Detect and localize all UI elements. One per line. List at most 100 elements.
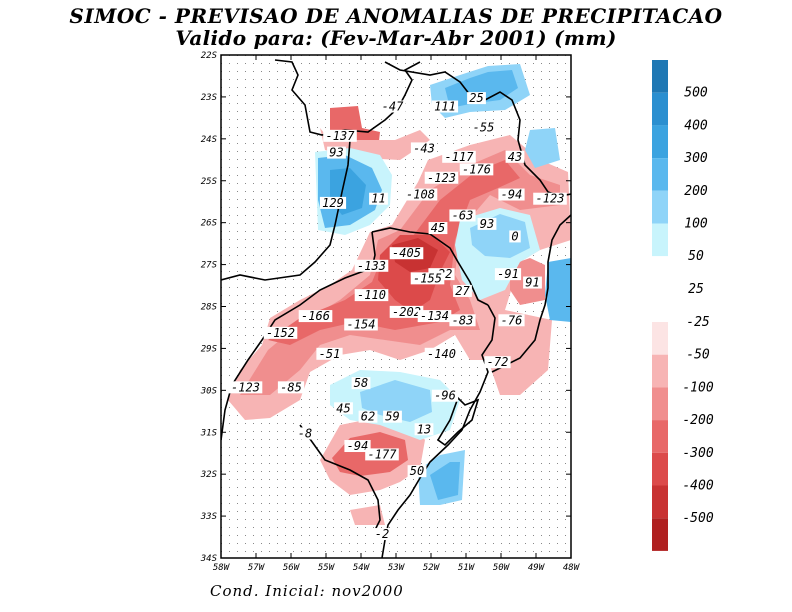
value-label: 27	[453, 284, 472, 298]
axis-ticks	[220, 54, 572, 559]
value-label-bg	[523, 276, 542, 289]
value-label: -76	[498, 313, 525, 327]
value-label: 93	[327, 146, 346, 160]
colorbar-label: -50	[686, 348, 710, 363]
value-label: -2	[372, 527, 392, 541]
colorbar: 500 400 300 200 100 50 25 -25 -50 -100 -200 -300 -40…	[652, 60, 714, 551]
value-label: 59	[383, 410, 402, 424]
value-label-bg	[494, 268, 522, 281]
value-label-bg	[358, 410, 378, 423]
value-label: -155	[410, 271, 445, 285]
value-label: -405	[389, 246, 424, 260]
value-label: 0	[509, 229, 521, 243]
lon-label: 53W	[388, 563, 406, 573]
lat-label: 29S	[201, 344, 218, 354]
lon-label: 49W	[528, 563, 546, 573]
colorbar-label: -100	[682, 380, 713, 395]
value-label-text: -405	[392, 246, 421, 260]
value-label-text: 129	[322, 196, 344, 210]
latitude-labels: 22S 23S 24S 25S 26S 27S 28S 29S 30S 31S 32S 33S 34S	[200, 51, 218, 564]
value-label: -63	[449, 208, 476, 222]
value-label: -110	[354, 288, 389, 302]
lon-label: 58W	[213, 563, 231, 573]
coastline	[491, 214, 571, 373]
value-label: -83	[449, 313, 476, 327]
value-label-bg	[498, 314, 525, 327]
value-label-bg	[449, 314, 476, 327]
value-label: -177	[365, 447, 399, 461]
value-label-bg	[470, 121, 497, 134]
value-label-text: 25	[469, 91, 483, 105]
value-label: 58	[351, 376, 371, 390]
colorbar-label: 50	[688, 249, 704, 264]
colorbar-swatch	[652, 452, 668, 486]
value-label-bg	[228, 381, 263, 394]
value-label-text: -140	[427, 347, 456, 361]
colorbar-swatch	[652, 125, 668, 159]
value-label: -154	[344, 317, 378, 331]
value-label: 111	[431, 99, 459, 113]
colorbar-swatch	[652, 60, 668, 93]
value-label: -176	[459, 162, 494, 176]
value-label: 93	[477, 217, 497, 231]
lat-label: 31S	[200, 428, 218, 438]
value-label-bg	[354, 259, 389, 272]
positive-anomaly-region	[445, 70, 518, 108]
value-label: 50	[407, 464, 427, 478]
value-label-bg	[431, 100, 459, 113]
lat-label: 25S	[201, 177, 218, 187]
lat-label: 24S	[201, 135, 218, 145]
value-label-text: -117	[445, 150, 475, 164]
value-label-text: 0	[511, 229, 518, 243]
value-label-text: 27	[455, 284, 470, 298]
value-label: -72	[484, 355, 511, 369]
value-label-text: -51	[319, 347, 341, 361]
state-border	[371, 227, 489, 306]
colorbar-swatch	[652, 256, 668, 289]
value-label: -137	[323, 129, 357, 143]
value-label: -117	[442, 150, 476, 164]
lat-label: 26S	[201, 219, 218, 229]
value-label-bg	[316, 347, 343, 360]
value-label-text: -137	[326, 129, 356, 143]
value-label-text: -72	[487, 355, 509, 369]
value-label-text: -134	[420, 309, 449, 323]
value-label-bg	[379, 100, 406, 113]
value-label-text: 50	[410, 464, 424, 478]
value-label-text: -123	[536, 192, 565, 206]
value-label-bg	[442, 150, 476, 163]
value-label-bg	[533, 192, 567, 205]
value-label-text: -155	[413, 271, 442, 285]
colorbar-swatch	[652, 354, 668, 388]
lon-label: 51W	[458, 563, 476, 573]
value-label-text: -133	[357, 259, 386, 273]
lat-label: 33S	[200, 512, 218, 522]
value-label-text: -202	[392, 305, 421, 319]
value-label-bg	[467, 92, 486, 105]
positive-anomaly-region	[525, 128, 560, 168]
value-label-bg	[369, 192, 388, 205]
value-label-bg	[344, 440, 371, 453]
value-label: -94	[498, 188, 525, 202]
value-label: 129	[319, 196, 347, 210]
value-label-bg	[453, 284, 472, 297]
value-label-text: -47	[382, 99, 404, 113]
value-label-text: -85	[280, 380, 302, 394]
lat-label: 32S	[200, 470, 218, 480]
value-label: -8	[295, 426, 315, 440]
lon-label: 54W	[353, 563, 371, 573]
lat-label: 22S	[201, 51, 218, 61]
colorbar-swatch	[652, 223, 668, 257]
value-label: -43	[410, 141, 438, 155]
value-label-text: -8	[298, 426, 312, 440]
value-label-text: -63	[452, 208, 474, 222]
value-label-text: 13	[417, 422, 431, 436]
value-label-text: -123	[427, 171, 456, 185]
value-label-bg	[431, 389, 459, 402]
country-border	[221, 139, 351, 281]
value-label: 25	[467, 91, 486, 105]
value-label-text: 91	[525, 276, 539, 290]
colorbar-swatch	[652, 387, 668, 421]
value-label-bg	[424, 347, 459, 360]
